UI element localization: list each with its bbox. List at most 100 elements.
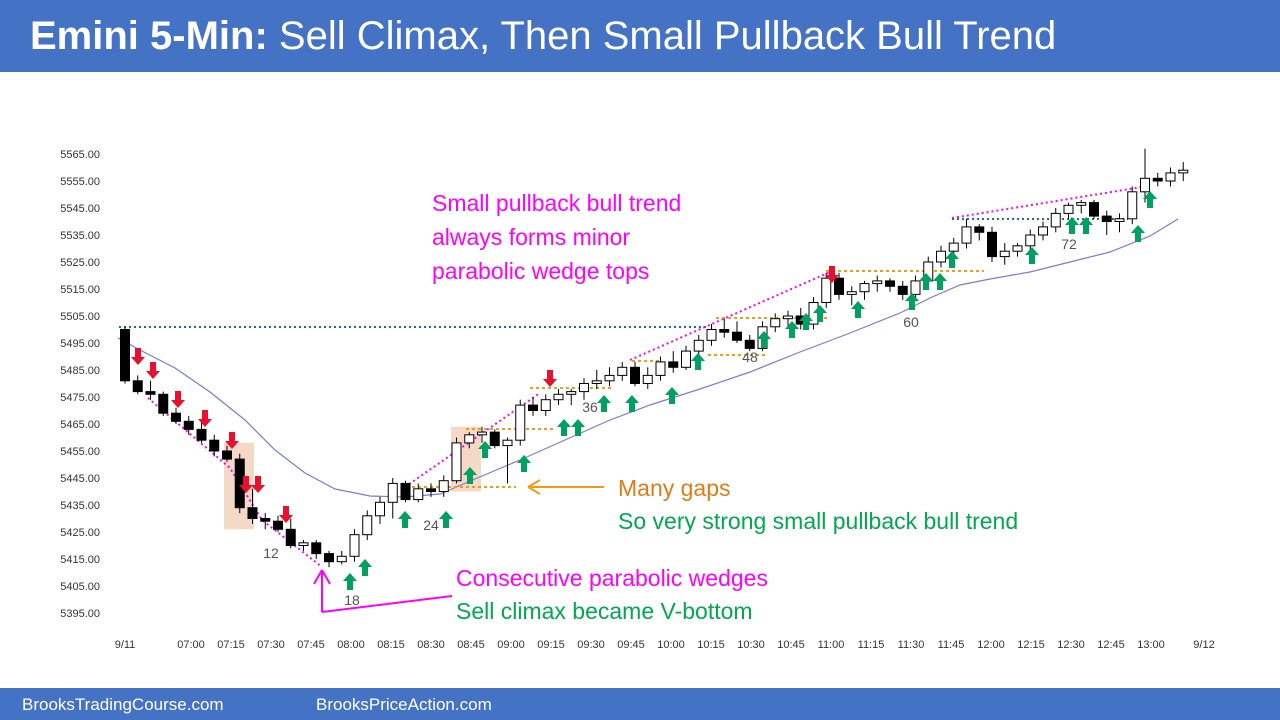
y-tick-label: 5545.00: [60, 203, 100, 215]
bear-candle: [158, 393, 169, 414]
annotation-text: always forms minor: [432, 224, 630, 250]
bull-candle: [515, 404, 526, 441]
bear-candle: [885, 280, 895, 287]
bull-candle: [1025, 234, 1036, 247]
buy-signal-arrow: [398, 511, 412, 528]
y-tick-label: 5505.00: [60, 311, 100, 323]
annotation-text: Small pullback bull trend: [432, 190, 681, 216]
x-tick-label: 09:15: [537, 639, 565, 651]
buy-signal-arrow: [757, 331, 771, 348]
buy-signal-arrow: [905, 293, 919, 310]
x-tick-label: 08:45: [457, 639, 485, 651]
x-tick-label: 10:00: [657, 639, 685, 651]
buy-signal-arrow: [1143, 191, 1157, 208]
x-tick-label: 11:00: [818, 639, 845, 651]
bull-candle: [1114, 218, 1125, 223]
bear-candle: [222, 450, 232, 460]
x-tick-label: 12:15: [1017, 639, 1045, 651]
bear-candle: [897, 285, 908, 295]
x-tick-label: 9/12: [1193, 639, 1214, 651]
buy-signal-arrow: [785, 321, 799, 338]
moving-average-line: [117, 218, 1179, 498]
x-tick-label: 12:00: [977, 639, 1005, 651]
bull-candle: [846, 291, 857, 295]
sell-signal-arrow: [239, 476, 253, 493]
bear-candle: [196, 428, 207, 441]
bull-candle: [999, 250, 1010, 258]
bear-candle: [987, 231, 997, 258]
y-tick-label: 5555.00: [60, 176, 100, 188]
bull-candle: [770, 318, 781, 328]
footer-link-brooks-trading-course[interactable]: BrooksTradingCourse.com: [22, 695, 224, 714]
y-tick-label: 5475.00: [60, 392, 100, 404]
buy-signal-arrow: [343, 573, 357, 590]
bear-candle: [247, 507, 258, 520]
sell-signal-arrow: [279, 506, 293, 523]
buy-signal-arrow: [557, 419, 571, 436]
bull-candle: [375, 501, 385, 517]
bull-candle: [961, 226, 972, 244]
bull-candle: [655, 361, 666, 376]
sell-signal-arrow: [131, 348, 145, 365]
bull-candle: [591, 380, 602, 384]
y-tick-label: 5465.00: [60, 419, 100, 431]
x-tick-label: 08:30: [417, 639, 445, 651]
buy-signal-arrow: [571, 419, 585, 436]
bull-candle: [1165, 172, 1176, 182]
bear-candle: [324, 553, 334, 563]
bull-candle: [706, 329, 717, 341]
annotation-text: Consecutive parabolic wedges: [456, 565, 768, 591]
sell-signal-arrow: [146, 362, 160, 379]
x-tick-label: 10:30: [737, 639, 765, 651]
bear-candle: [528, 404, 538, 412]
x-tick-label: 07:45: [297, 639, 325, 651]
bull-candle: [859, 283, 870, 293]
bar-number-label: 12: [263, 545, 279, 561]
footer-link-brooks-price-action[interactable]: BrooksPriceAction.com: [316, 695, 492, 714]
x-tick-label: 08:00: [337, 639, 365, 651]
bear-candle: [400, 482, 411, 501]
bear-candle: [834, 277, 844, 295]
bear-candle: [234, 458, 245, 509]
buy-signal-arrow: [358, 559, 372, 576]
buy-signal-arrow: [1065, 217, 1079, 234]
bear-candle: [132, 380, 143, 393]
annotation-text: Sell climax became V-bottom: [456, 598, 753, 624]
y-tick-label: 5415.00: [60, 554, 100, 566]
x-tick-label: 09:00: [497, 639, 525, 651]
bear-candle: [489, 431, 500, 447]
candlestick-chart: 5565.00 5555.00 5545.00 5535.00 5525.00 5515.…: [60, 148, 1215, 651]
x-tick-label: 07:00: [177, 639, 205, 651]
bull-candle: [1127, 191, 1138, 220]
annotation-text: Many gaps: [618, 475, 731, 501]
buy-signal-arrow: [478, 441, 492, 458]
bar-number-label: 24: [423, 517, 439, 533]
bear-candle: [1152, 177, 1163, 182]
x-tick-label: 11:30: [898, 639, 925, 651]
bull-candle: [681, 350, 691, 368]
bull-candle: [579, 383, 589, 393]
y-tick-label: 5515.00: [60, 284, 100, 296]
y-tick-label: 5405.00: [60, 581, 100, 593]
buy-signal-arrow: [517, 455, 531, 472]
bear-candle: [732, 331, 742, 341]
footer-bar: BrooksTradingCourse.com BrooksPriceActio…: [0, 688, 1280, 720]
bull-candle: [604, 374, 615, 382]
title-bar: Emini 5-Min: Sell Climax, Then Small Pul…: [0, 0, 1280, 72]
bar-number-label: 18: [344, 592, 360, 608]
sell-signal-arrow: [251, 476, 265, 493]
bull-wedge-line-2: [629, 271, 831, 361]
bull-candle: [349, 534, 360, 557]
bear-candle: [260, 518, 271, 522]
bear-candle: [719, 329, 730, 333]
bull-candle: [540, 399, 551, 412]
bear-candle: [1101, 215, 1112, 223]
buy-signal-arrow: [945, 251, 959, 268]
y-tick-label: 5455.00: [60, 446, 100, 458]
bar-number-label: 36: [582, 399, 598, 415]
bull-candle: [362, 515, 373, 536]
buy-signal-arrow: [1131, 225, 1145, 242]
bear-candle: [974, 226, 985, 233]
sell-signal-arrow: [825, 266, 839, 283]
y-tick-label: 5435.00: [60, 500, 100, 512]
